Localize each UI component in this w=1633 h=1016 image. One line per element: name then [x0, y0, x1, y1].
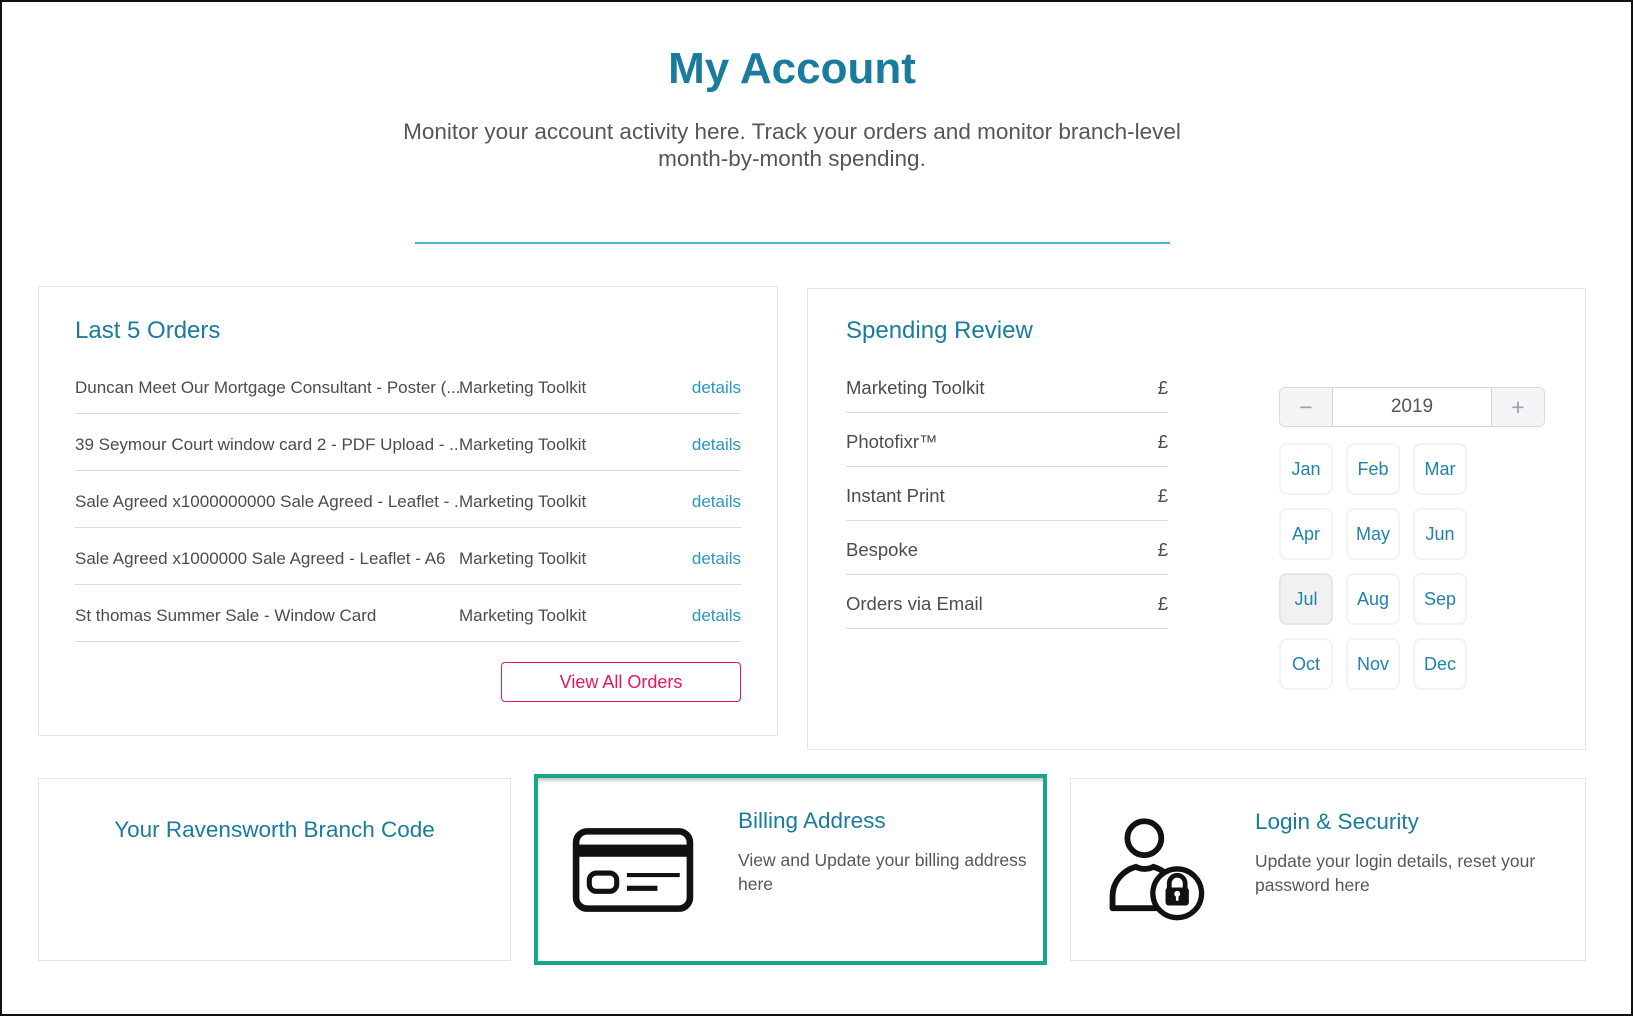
- year-stepper: − 2019 +: [1279, 387, 1545, 427]
- spending-category-label: Bespoke: [846, 539, 918, 560]
- year-decrement-button[interactable]: −: [1279, 387, 1332, 427]
- order-name: 39 Seymour Court window card 2 - PDF Upl…: [75, 435, 459, 454]
- order-details-link[interactable]: details: [691, 606, 741, 625]
- orders-footer: View All Orders: [75, 662, 741, 702]
- month-button-may[interactable]: May: [1346, 508, 1400, 560]
- order-name: St thomas Summer Sale - Window Card: [75, 606, 377, 625]
- security-card-text: Login & Security Update your login detai…: [1255, 779, 1585, 897]
- orders-list: Duncan Meet Our Mortgage Consultant - Po…: [75, 357, 741, 642]
- year-value[interactable]: 2019: [1332, 387, 1492, 427]
- year-increment-button[interactable]: +: [1492, 387, 1545, 427]
- order-row: Sale Agreed x1000000000 Sale Agreed - Le…: [75, 471, 741, 528]
- order-details-link[interactable]: details: [691, 549, 741, 568]
- branch-code-card[interactable]: Your Ravensworth Branch Code: [38, 778, 511, 961]
- order-name: Sale Agreed x1000000 Sale Agreed - Leafl…: [75, 549, 446, 568]
- spending-category-label: Instant Print: [846, 485, 945, 506]
- login-security-card[interactable]: Login & Security Update your login detai…: [1070, 778, 1586, 961]
- months-grid: Jan Feb Mar Apr May Jun Jul Aug Sep Oct …: [1279, 443, 1545, 690]
- order-row: Duncan Meet Our Mortgage Consultant - Po…: [75, 357, 741, 414]
- month-button-jan[interactable]: Jan: [1279, 443, 1333, 495]
- month-button-nov[interactable]: Nov: [1346, 638, 1400, 690]
- order-details-link[interactable]: details: [691, 435, 741, 454]
- order-category: Marketing Toolkit: [459, 606, 587, 625]
- order-name: Sale Agreed x1000000000 Sale Agreed - Le…: [75, 492, 459, 511]
- spending-amount: £: [1157, 593, 1168, 614]
- page-header: My Account Monitor your account activity…: [2, 44, 1582, 244]
- billing-description: View and Update your billing address her…: [738, 850, 1027, 894]
- order-category: Marketing Toolkit: [459, 378, 587, 397]
- page-subtitle: Monitor your account activity here. Trac…: [403, 119, 1181, 171]
- user-lock-icon: [1103, 816, 1209, 924]
- month-button-dec[interactable]: Dec: [1413, 638, 1467, 690]
- spending-category-label: Orders via Email: [846, 593, 983, 614]
- order-category: Marketing Toolkit: [459, 435, 587, 454]
- order-category: Marketing Toolkit: [459, 492, 587, 511]
- spending-amount: £: [1157, 485, 1168, 506]
- spending-row: Orders via Email £: [846, 575, 1168, 629]
- order-name: Duncan Meet Our Mortgage Consultant - Po…: [75, 378, 459, 397]
- month-button-aug[interactable]: Aug: [1346, 573, 1400, 625]
- spending-amount: £: [1157, 431, 1168, 452]
- order-details-link[interactable]: details: [691, 492, 741, 511]
- month-button-jul[interactable]: Jul: [1279, 573, 1333, 625]
- minus-icon: −: [1299, 393, 1313, 420]
- page-title: My Account: [668, 44, 916, 93]
- header-divider: [414, 242, 1170, 244]
- billing-address-card[interactable]: Billing Address View and Update your bil…: [534, 774, 1047, 965]
- credit-card-icon: [572, 827, 694, 913]
- view-all-orders-button[interactable]: View All Orders: [501, 662, 741, 702]
- order-details-link[interactable]: details: [691, 378, 741, 397]
- spending-amount: £: [1157, 539, 1168, 560]
- spending-category-label: Photofixr™: [846, 431, 938, 452]
- order-row: St thomas Summer Sale - Window Card Mark…: [75, 585, 741, 642]
- order-row: Sale Agreed x1000000 Sale Agreed - Leafl…: [75, 528, 741, 585]
- top-panels-row: Last 5 Orders Duncan Meet Our Mortgage C…: [38, 286, 1586, 750]
- spending-review-heading: Spending Review: [846, 317, 1033, 344]
- billing-title: Billing Address: [738, 808, 886, 833]
- month-button-feb[interactable]: Feb: [1346, 443, 1400, 495]
- branch-code-title: Your Ravensworth Branch Code: [114, 817, 435, 842]
- spending-review-panel: Spending Review Marketing Toolkit £ Phot…: [807, 288, 1586, 750]
- spending-row: Bespoke £: [846, 521, 1168, 575]
- month-button-jun[interactable]: Jun: [1413, 508, 1467, 560]
- last-orders-heading: Last 5 Orders: [75, 317, 221, 344]
- month-button-oct[interactable]: Oct: [1279, 638, 1333, 690]
- spending-category-label: Marketing Toolkit: [846, 377, 985, 398]
- spending-body: Marketing Toolkit £ Photofixr™ £ Instant…: [846, 359, 1545, 690]
- order-category: Marketing Toolkit: [459, 549, 587, 568]
- security-description: Update your login details, reset your pa…: [1255, 851, 1536, 895]
- last-orders-panel: Last 5 Orders Duncan Meet Our Mortgage C…: [38, 286, 778, 736]
- security-title: Login & Security: [1255, 809, 1419, 834]
- spending-calendar: − 2019 + Jan Feb Mar Apr May Jun Jul Aug…: [1279, 359, 1545, 690]
- spending-row: Photofixr™ £: [846, 413, 1168, 467]
- bottom-cards-row: Your Ravensworth Branch Code Billing Add…: [38, 774, 1586, 965]
- spending-row: Marketing Toolkit £: [846, 359, 1168, 413]
- month-button-sep[interactable]: Sep: [1413, 573, 1467, 625]
- order-row: 39 Seymour Court window card 2 - PDF Upl…: [75, 414, 741, 471]
- month-button-apr[interactable]: Apr: [1279, 508, 1333, 560]
- spending-row: Instant Print £: [846, 467, 1168, 521]
- month-button-mar[interactable]: Mar: [1413, 443, 1467, 495]
- spending-list: Marketing Toolkit £ Photofixr™ £ Instant…: [846, 359, 1168, 690]
- billing-card-text: Billing Address View and Update your bil…: [738, 778, 1038, 896]
- plus-icon: +: [1511, 393, 1525, 420]
- spending-amount: £: [1157, 377, 1168, 398]
